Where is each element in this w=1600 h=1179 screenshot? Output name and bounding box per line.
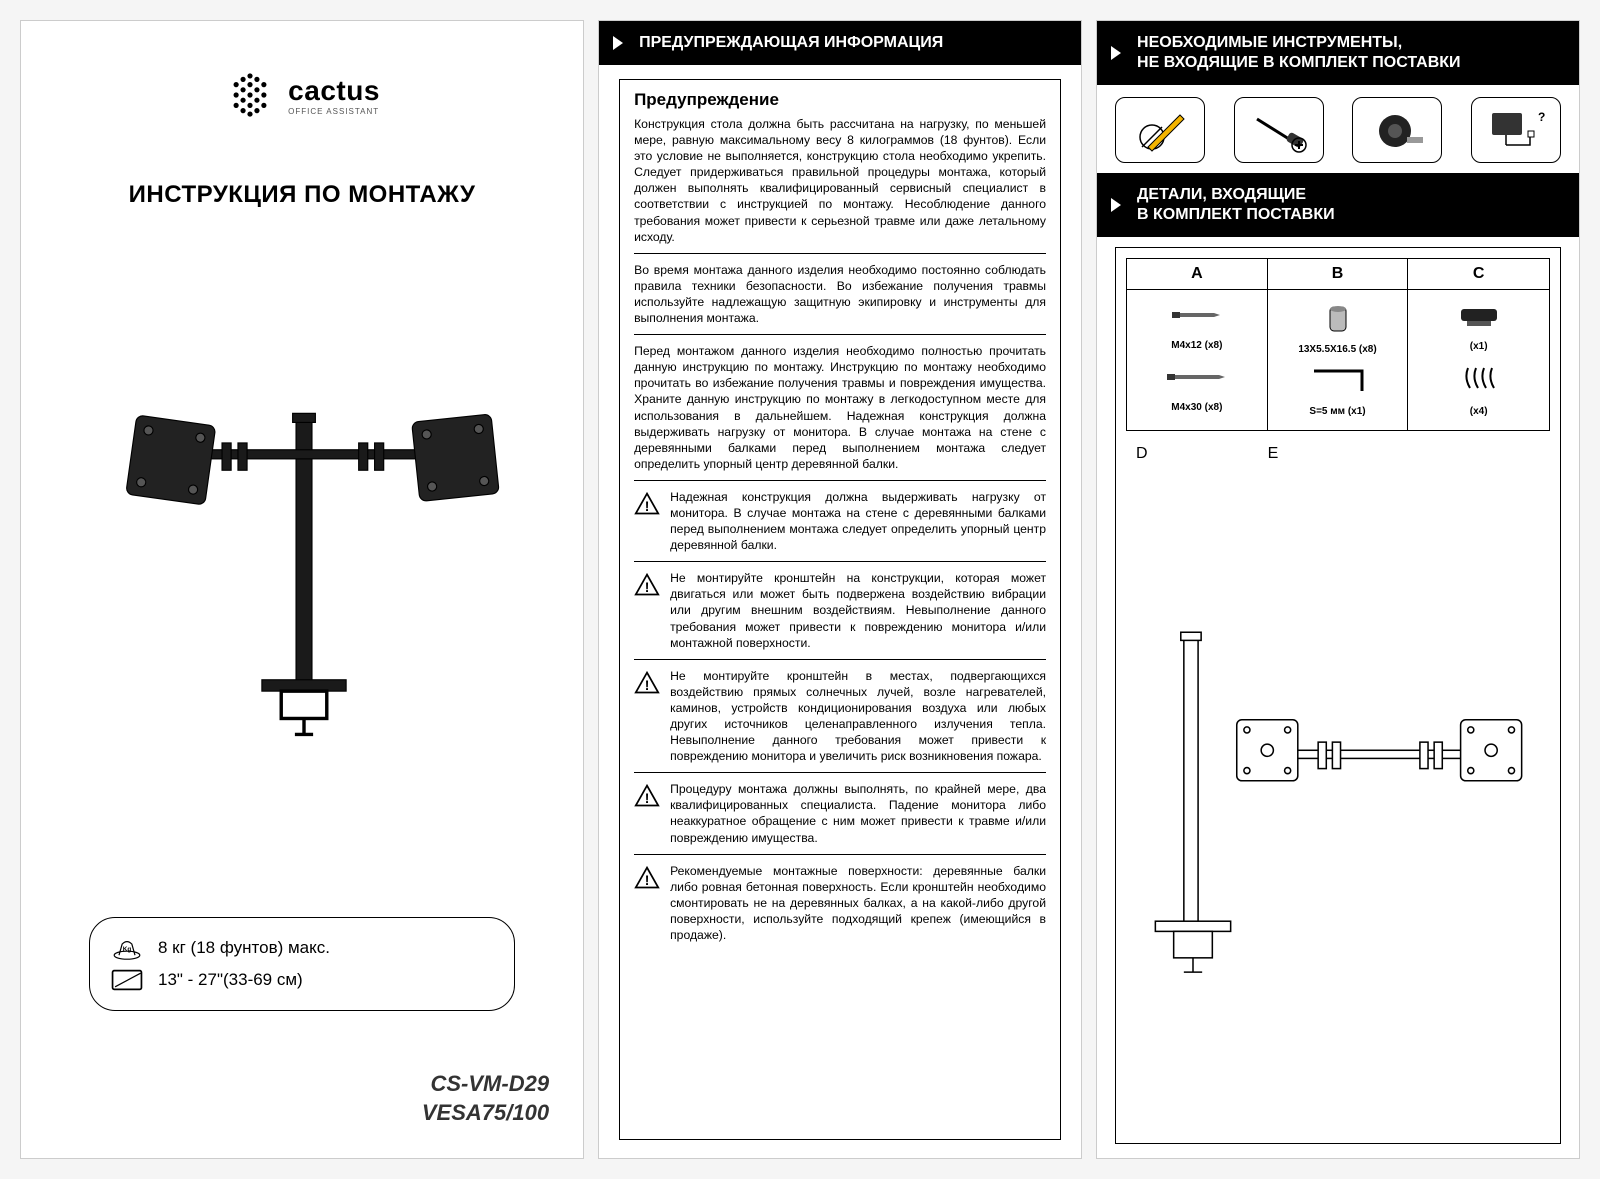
warning-item-2: Не монтируйте кронштейн на конструкции, …: [670, 570, 1046, 650]
svg-text:!: !: [645, 790, 650, 806]
product-illustration: [49, 239, 555, 897]
warning-p2: Во время монтажа данного изделия необход…: [634, 262, 1046, 326]
svg-text:!: !: [645, 872, 650, 888]
part-a1: M4x12 (x8): [1171, 340, 1222, 351]
warning-heading: Предупреждение: [634, 90, 1046, 110]
part-b2: S=5 мм (x1): [1309, 406, 1365, 417]
warning-triangle-icon: !: [634, 670, 660, 696]
warning-triangle-icon: !: [634, 865, 660, 891]
warning-item-3: Не монтируйте кронштейн в местах, подвер…: [670, 668, 1046, 765]
brand-logo: cactus OFFICE ASSISTANT: [49, 69, 555, 121]
warning-panel: ПРЕДУПРЕЖДАЮЩАЯ ИНФОРМАЦИЯ Предупреждени…: [598, 20, 1082, 1159]
col-a: A: [1127, 259, 1268, 290]
spacer-icon: [1326, 305, 1350, 333]
col-c: C: [1408, 259, 1549, 290]
tools-bar: НЕОБХОДИМЫЕ ИНСТРУМЕНТЫ, НЕ ВХОДЯЩИЕ В К…: [1097, 21, 1579, 85]
warning-p3: Перед монтажом данного изделия необходим…: [634, 343, 1046, 472]
brand-name: cactus: [288, 75, 380, 107]
warning-box: Предупреждение Конструкция стола должна …: [619, 79, 1061, 1140]
svg-text:!: !: [645, 579, 650, 595]
parts-bar-line1: ДЕТАЛИ, ВХОДЯЩИЕ: [1137, 186, 1306, 203]
svg-text:Kg: Kg: [123, 946, 132, 953]
tools-bar-line2: НЕ ВХОДЯЩИЕ В КОМПЛЕКТ ПОСТАВКИ: [1137, 54, 1461, 71]
parts-bar-line2: В КОМПЛЕКТ ПОСТАВКИ: [1137, 206, 1335, 223]
spec-box: Kg 8 кг (18 фунтов) макс. 13" - 27"(33-6…: [89, 917, 515, 1011]
parts-panel: НЕОБХОДИМЫЕ ИНСТРУМЕНТЫ, НЕ ВХОДЯЩИЕ В К…: [1096, 20, 1580, 1159]
brand-tagline: OFFICE ASSISTANT: [288, 107, 380, 116]
tool-pencil: [1115, 97, 1205, 163]
parts-bar: ДЕТАЛИ, ВХОДЯЩИЕ В КОМПЛЕКТ ПОСТАВКИ: [1097, 173, 1579, 237]
part-c1: (x1): [1470, 341, 1488, 352]
warning-p1: Конструкция стола должна быть рассчитана…: [634, 116, 1046, 245]
warning-item-5: Рекомендуемые монтажные поверхности: дер…: [670, 863, 1046, 943]
cactus-logo-icon: [224, 69, 276, 121]
screw-short-icon: [1172, 309, 1222, 321]
cell-b: 13X5.5X16.5 (x8) S=5 мм (x1): [1268, 290, 1409, 430]
label-e: E: [1268, 445, 1279, 463]
tool-tape-measure: [1352, 97, 1442, 163]
svg-text:!: !: [645, 677, 650, 693]
weight-icon: Kg: [110, 936, 144, 960]
tool-monitor: ?: [1471, 97, 1561, 163]
model-line-2: VESA75/100: [49, 1098, 549, 1128]
manual-title: ИНСТРУКЦИЯ ПО МОНТАЖУ: [49, 181, 555, 209]
parts-table: A B C M4x12 (x8) M4x30 (x8) 13X5.5X16.5 …: [1126, 258, 1550, 431]
cell-a: M4x12 (x8) M4x30 (x8): [1127, 290, 1268, 430]
screw-long-icon: [1167, 371, 1227, 383]
clamp-icon: [1457, 305, 1501, 329]
model-numbers: CS-VM-D29 VESA75/100: [49, 1069, 555, 1128]
part-c2: (x4): [1470, 406, 1488, 417]
cable-clip-icon: [1462, 364, 1496, 394]
spec-weight: 8 кг (18 фунтов) макс.: [158, 938, 330, 958]
de-labels: D E: [1136, 445, 1550, 463]
parts-frame: A B C M4x12 (x8) M4x30 (x8) 13X5.5X16.5 …: [1115, 247, 1561, 1144]
col-b: B: [1268, 259, 1409, 290]
label-d: D: [1136, 445, 1148, 463]
tools-bar-line1: НЕОБХОДИМЫЕ ИНСТРУМЕНТЫ,: [1137, 34, 1402, 51]
tool-screwdriver: [1234, 97, 1324, 163]
cell-c: (x1) (x4): [1408, 290, 1549, 430]
warning-triangle-icon: !: [634, 491, 660, 517]
part-b1: 13X5.5X16.5 (x8): [1298, 344, 1376, 355]
cover-panel: cactus OFFICE ASSISTANT ИНСТРУКЦИЯ ПО МО…: [20, 20, 584, 1159]
spec-size: 13" - 27"(33-69 см): [158, 970, 303, 990]
assembly-diagram: [1126, 469, 1550, 1133]
warning-item-1: Надежная конструкция должна выдерживать …: [670, 489, 1046, 553]
allen-key-icon: [1308, 367, 1368, 395]
part-a2: M4x30 (x8): [1171, 402, 1222, 413]
warning-bar: ПРЕДУПРЕЖДАЮЩАЯ ИНФОРМАЦИЯ: [599, 21, 1081, 65]
screen-icon: [110, 968, 144, 992]
warning-item-4: Процедуру монтажа должны выполнять, по к…: [670, 781, 1046, 845]
warning-triangle-icon: !: [634, 783, 660, 809]
tools-row: ?: [1097, 85, 1579, 173]
model-line-1: CS-VM-D29: [49, 1069, 549, 1099]
svg-text:?: ?: [1538, 110, 1545, 124]
warning-triangle-icon: !: [634, 572, 660, 598]
svg-text:!: !: [645, 498, 650, 514]
